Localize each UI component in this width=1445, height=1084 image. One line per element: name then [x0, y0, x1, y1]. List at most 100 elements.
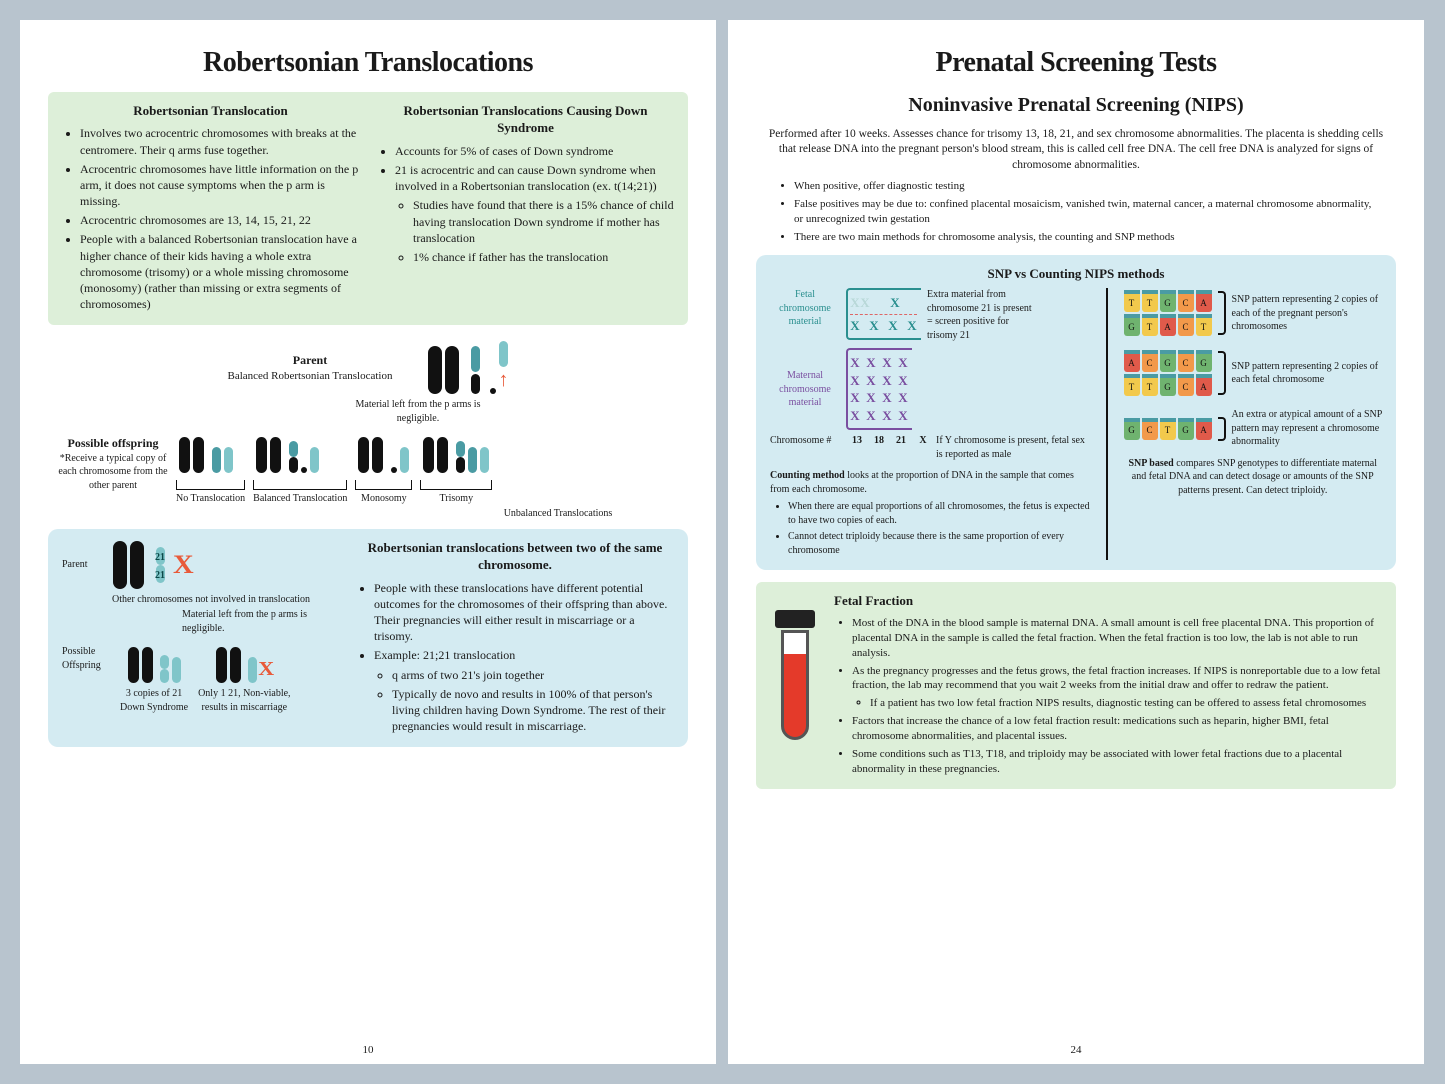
material-note: Material left from the p arms is negligi…	[338, 398, 498, 425]
chromosome-icon	[128, 647, 139, 683]
p-arm-dot-icon	[301, 467, 307, 473]
chromosome-icon: 21	[156, 547, 165, 565]
chrom-number: 21	[155, 570, 165, 581]
chromosome-icon	[358, 437, 369, 473]
material-note: Material left from the p arms is negligi…	[182, 608, 342, 635]
chromosome-icon	[456, 457, 465, 473]
chromosome-icon	[160, 655, 169, 669]
page-left: Robertsonian Translocations Robertsonian…	[20, 20, 716, 1064]
chromosome-icon	[212, 447, 221, 473]
chromosome-icon	[193, 437, 204, 473]
snp-tag-icon: T	[1142, 374, 1158, 396]
x-chrom-icon: X	[882, 372, 892, 390]
chrom-number: 21	[892, 434, 910, 448]
chromosome-icon	[179, 437, 190, 473]
chromosome-icon	[437, 437, 448, 473]
chromosome-icon	[130, 541, 144, 589]
x-chrom-icon: X	[898, 372, 908, 390]
p-arm-dot-icon	[391, 467, 397, 473]
snp-tag-icon: T	[1142, 314, 1158, 336]
offspring-group: No Translocation	[176, 435, 245, 505]
offspring-note: *Receive a typical copy of each chromoso…	[58, 452, 168, 493]
snp-tag-icon: T	[1160, 418, 1176, 440]
list-item: Cannot detect triploidy because there is…	[788, 530, 1090, 557]
x-chrom-icon: X	[860, 294, 870, 312]
chrom-number: 18	[870, 434, 888, 448]
group-label: Only 1 21, Non-viable,	[198, 687, 291, 701]
chrom-number: X	[914, 434, 932, 448]
bracket-icon	[1218, 417, 1226, 441]
green-left-heading: Robertsonian Translocation	[62, 102, 359, 120]
offspring-group: Balanced Translocation	[253, 435, 347, 505]
group-label: Monosomy	[355, 492, 412, 506]
arrow-up-icon: ↑	[499, 367, 509, 394]
intro-text: Performed after 10 weeks. Assesses chanc…	[766, 127, 1386, 174]
extra-note: Extra material from chromosome 21 is pre…	[927, 288, 1037, 342]
list-text: Example: 21;21 translocation	[374, 648, 515, 662]
counting-heading: Counting method	[770, 470, 845, 481]
snp-tag-icon: A	[1196, 374, 1212, 396]
list-item: Accounts for 5% of cases of Down syndrom…	[395, 143, 674, 159]
green-right-heading: Robertsonian Translocations Causing Down…	[377, 102, 674, 137]
snp-tag-icon: G	[1160, 374, 1176, 396]
chromosome-icon	[480, 447, 489, 473]
group-label: Down Syndrome	[120, 701, 188, 715]
other-chrom-note: Other chromosomes not involved in transl…	[112, 593, 342, 607]
chromosome-icon	[289, 457, 298, 473]
chromosome-icon	[372, 437, 383, 473]
parent-sub: Balanced Robertsonian Translocation	[225, 369, 395, 384]
chromosome-icon	[400, 447, 409, 473]
chromosome-icon	[248, 657, 257, 683]
chromosome-icon	[224, 447, 233, 473]
x-chrom-icon: X	[866, 372, 876, 390]
snp-tag-icon: G	[1160, 350, 1176, 372]
red-x-icon: X	[173, 547, 194, 582]
chromosome-icon: 21	[156, 565, 165, 583]
list-item: There are two main methods for chromosom…	[794, 230, 1376, 245]
page-title: Robertsonian Translocations	[48, 44, 688, 82]
chromosome-icon	[160, 669, 169, 683]
x-chrom-icon: X	[898, 354, 908, 372]
list-item: 1% chance if father has the translocatio…	[413, 249, 674, 265]
x-chrom-icon: X	[850, 317, 860, 335]
chromosome-icon	[113, 541, 127, 589]
snp-tag-icon: T	[1124, 374, 1140, 396]
counting-diagram: Fetal chromosome material XX X X X X	[770, 288, 1090, 560]
x-chrom-icon: X	[888, 317, 898, 335]
bracket-icon	[1218, 351, 1226, 395]
list-item: Most of the DNA in the blood sample is m…	[852, 616, 1382, 661]
y-note: If Y chromosome is present, fetal sex is…	[936, 434, 1090, 461]
chromosome-icon	[270, 437, 281, 473]
offspring-label: Possible offspring	[58, 435, 168, 451]
snp-heading: SNP based	[1128, 458, 1173, 469]
list-item: People with these translocations have di…	[374, 580, 674, 645]
ff-heading: Fetal Fraction	[834, 592, 1382, 610]
blue-heading: Robertsonian translocations between two …	[356, 539, 674, 574]
chromosome-icon	[456, 441, 465, 457]
chrom-number: 21	[155, 552, 165, 563]
snp-note: SNP pattern representing 2 copies of eac…	[1232, 293, 1383, 334]
snp-tag-icon: C	[1178, 290, 1194, 312]
parent-label: Parent	[225, 352, 395, 368]
green-right-col: Robertsonian Translocations Causing Down…	[377, 102, 674, 316]
unbalanced-label: Unbalanced Translocations	[438, 507, 678, 521]
chromosome-icon	[256, 437, 267, 473]
snp-tag-icon: G	[1196, 350, 1212, 372]
chromosome-icon	[216, 647, 227, 683]
blue-box-left: Parent 21 21 X Other chromosomes not inv…	[48, 529, 688, 748]
green-left-list: Involves two acrocentric chromosomes wit…	[62, 125, 359, 312]
snp-pattern-icon: GCTGA	[1124, 416, 1212, 442]
list-item: Studies have found that there is a 15% c…	[413, 197, 674, 246]
list-item: Typically de novo and results in 100% of…	[392, 686, 674, 735]
offspring-label: Possible Offspring	[62, 645, 110, 672]
list-item: Involves two acrocentric chromosomes wit…	[80, 125, 359, 157]
x-chrom-icon: X	[866, 389, 876, 407]
chrom-number: 13	[848, 434, 866, 448]
x-chrom-icon: X	[898, 389, 908, 407]
chromosome-icon	[445, 346, 459, 394]
x-chrom-icon: X	[850, 389, 860, 407]
page-spread: Robertsonian Translocations Robertsonian…	[20, 20, 1425, 1064]
offspring-group: Trisomy	[420, 435, 492, 505]
snp-tag-icon: T	[1142, 290, 1158, 312]
green-left-col: Robertsonian Translocation Involves two …	[62, 102, 359, 316]
